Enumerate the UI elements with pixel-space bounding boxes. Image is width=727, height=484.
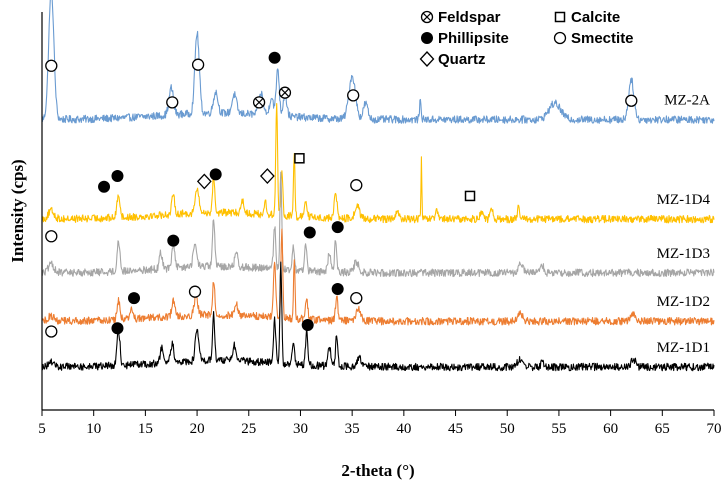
smectite-marker [347,89,360,102]
phillipsite-marker [268,51,281,64]
phillipsite-marker [167,234,180,247]
smectite-marker [191,58,205,71]
series-label: MZ-1D2 [657,294,710,310]
series-label: MZ-1D1 [657,340,710,356]
x-tick-label: 30 [293,421,308,437]
x-axis-title: 2-theta (°) [341,461,414,480]
feldspar-marker-cross [280,88,290,97]
smectite-marker [553,31,567,45]
x-ticks-group: 5 10 15 20 25 30 35 40 45 50 55 60 65 70 [38,410,722,437]
smectite-marker [45,230,58,243]
x-tick-label: 5 [38,421,46,437]
smectite-marker [45,325,58,338]
quartz-marker [419,51,435,67]
series-label: MZ-1D3 [657,246,710,262]
legend-label: Smectite [571,30,634,47]
phillipsite-marker [209,168,222,181]
x-tick-label: 55 [551,421,566,437]
legend-label: Calcite [571,9,620,26]
calcite-marker [464,190,476,202]
plot-series-group [41,0,715,372]
smectite-marker [350,291,363,305]
phillipsite-marker [111,170,124,183]
feldspar-marker-cross [422,12,432,22]
y-axis-title: Intensity (cps) [8,159,27,262]
quartz-marker [259,168,275,184]
smectite-marker [166,96,179,109]
smectite-marker [45,59,58,72]
phillipsite-marker [331,221,344,234]
x-tick-label: 50 [500,421,515,437]
phillipsite-marker [421,32,433,44]
legend-label: Quartz [438,51,486,68]
calcite-marker [554,11,566,23]
series-label: MZ-2A [664,93,710,109]
x-tick-label: 60 [603,421,618,437]
x-tick-label: 35 [345,421,360,437]
feldspar-marker-cross [254,98,264,107]
calcite-marker [294,153,305,164]
plot-markers-group [45,51,638,338]
quartz-marker [196,173,212,190]
phillipsite-marker [331,282,344,295]
series-labels-group: MZ-2A MZ-1D4 MZ-1D3 MZ-1D2 MZ-1D1 [657,93,711,356]
phillipsite-marker [128,292,141,305]
x-tick-label: 70 [707,421,722,437]
x-tick-label: 20 [190,421,205,437]
series-label: MZ-1D4 [657,192,711,208]
legend-label: Phillipsite [438,30,509,47]
smectite-marker [188,285,202,298]
smectite-marker [350,179,363,192]
series-trace-mz-1d4 [41,103,715,224]
smectite-marker [625,94,638,107]
legend-label: Feldspar [438,9,501,26]
phillipsite-marker [301,319,314,332]
series-trace-mz-1d1 [41,261,715,372]
series-trace-mz-2a [41,0,715,124]
legend: Feldspar Calcite Phillipsite Smectite Quartz [419,9,634,68]
x-tick-label: 10 [86,421,101,437]
x-tick-label: 15 [138,421,153,437]
series-trace-mz-1d2 [41,228,715,326]
x-tick-label: 25 [241,421,256,437]
phillipsite-marker [111,322,124,335]
x-tick-label: 65 [655,421,670,437]
phillipsite-marker [303,226,316,239]
phillipsite-marker [98,180,111,193]
series-trace-mz-1d3 [41,171,715,278]
x-tick-label: 45 [448,421,463,437]
x-tick-label: 40 [396,421,411,437]
